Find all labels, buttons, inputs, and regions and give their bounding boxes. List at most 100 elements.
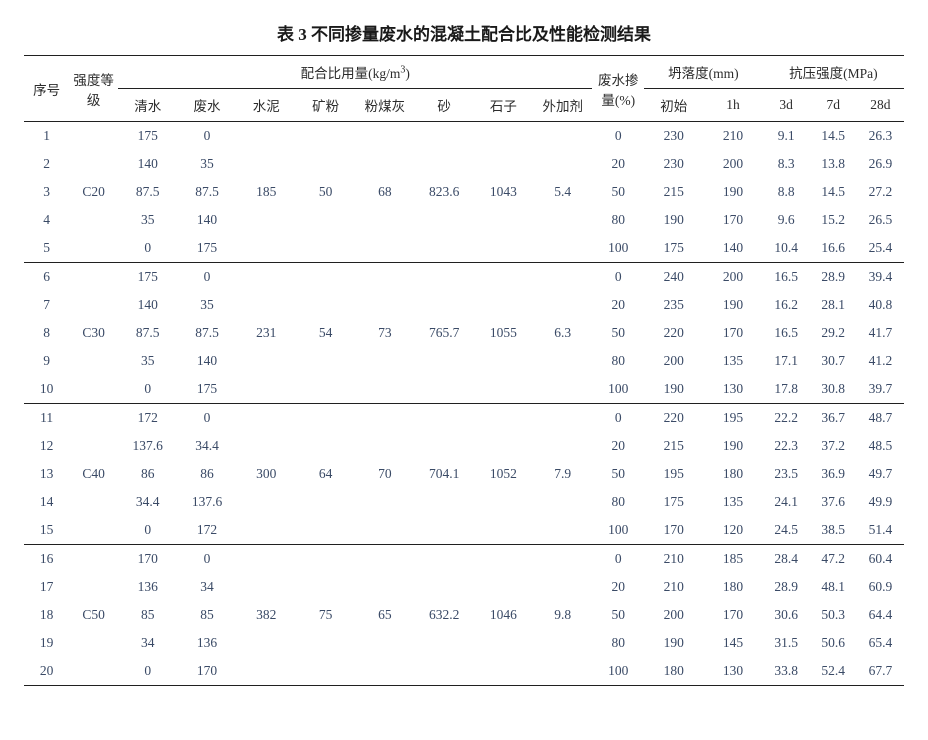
cell-slag xyxy=(296,375,355,404)
cell-admix xyxy=(533,291,592,319)
cell-ww-pct: 100 xyxy=(592,375,644,404)
cell-cleanwater: 86 xyxy=(118,460,177,488)
col-sub: 7d xyxy=(810,89,857,122)
cell-strength-3d: 16.5 xyxy=(763,263,810,292)
cell-wastewater: 87.5 xyxy=(177,319,236,347)
cell-admix xyxy=(533,404,592,433)
cell-strength-7d: 47.2 xyxy=(810,545,857,574)
cell-seq: 16 xyxy=(24,545,69,574)
cell-flyash xyxy=(355,291,414,319)
cell-admix xyxy=(533,122,592,151)
cell-cleanwater: 35 xyxy=(118,206,177,234)
cell-sand xyxy=(415,234,474,263)
cell-strength-28d: 48.7 xyxy=(857,404,904,433)
cell-slag xyxy=(296,234,355,263)
cell-grade xyxy=(69,404,118,433)
cell-strength-3d: 23.5 xyxy=(763,460,810,488)
cell-stone: 1046 xyxy=(474,601,533,629)
cell-strength-3d: 17.1 xyxy=(763,347,810,375)
cell-cement xyxy=(237,206,296,234)
cell-seq: 17 xyxy=(24,573,69,601)
cell-stone xyxy=(474,516,533,545)
col-sub: 石子 xyxy=(474,89,533,122)
cell-stone xyxy=(474,291,533,319)
cell-wastewater: 86 xyxy=(177,460,236,488)
cell-strength-28d: 26.3 xyxy=(857,122,904,151)
cell-cement xyxy=(237,545,296,574)
cell-strength-28d: 65.4 xyxy=(857,629,904,657)
cell-slump-1h: 130 xyxy=(703,375,762,404)
cell-cleanwater: 175 xyxy=(118,263,177,292)
cell-grade xyxy=(69,234,118,263)
cell-slag xyxy=(296,657,355,686)
cell-admix xyxy=(533,573,592,601)
cell-sand xyxy=(415,657,474,686)
cell-slump-1h: 185 xyxy=(703,545,762,574)
cell-strength-28d: 51.4 xyxy=(857,516,904,545)
cell-flyash xyxy=(355,516,414,545)
cell-ww-pct: 0 xyxy=(592,545,644,574)
col-group-mix: 配合比用量(kg/m3) xyxy=(118,56,592,89)
col-sub: 1h xyxy=(703,89,762,122)
cell-stone xyxy=(474,488,533,516)
cell-strength-3d: 17.8 xyxy=(763,375,810,404)
cell-slump-1h: 135 xyxy=(703,347,762,375)
cell-strength-7d: 52.4 xyxy=(810,657,857,686)
cell-cleanwater: 172 xyxy=(118,404,177,433)
cell-slag xyxy=(296,629,355,657)
cell-cement xyxy=(237,573,296,601)
cell-grade: C20 xyxy=(69,178,118,206)
cell-sand xyxy=(415,545,474,574)
cell-cleanwater: 0 xyxy=(118,234,177,263)
cell-slump-initial: 175 xyxy=(644,234,703,263)
cell-strength-7d: 29.2 xyxy=(810,319,857,347)
cell-strength-28d: 26.9 xyxy=(857,150,904,178)
cell-strength-28d: 41.7 xyxy=(857,319,904,347)
cell-strength-7d: 28.9 xyxy=(810,263,857,292)
cell-flyash: 73 xyxy=(355,319,414,347)
cell-cleanwater: 0 xyxy=(118,516,177,545)
cell-sand xyxy=(415,347,474,375)
col-sub: 粉煤灰 xyxy=(355,89,414,122)
cell-sand xyxy=(415,375,474,404)
cell-flyash: 70 xyxy=(355,460,414,488)
data-table: 序号强度等级配合比用量(kg/m3)废水掺量(%)坍落度(mm)抗压强度(MPa… xyxy=(24,55,904,686)
col-sub: 废水 xyxy=(177,89,236,122)
cell-sand xyxy=(415,122,474,151)
cell-ww-pct: 0 xyxy=(592,404,644,433)
cell-strength-7d: 16.6 xyxy=(810,234,857,263)
cell-strength-7d: 48.1 xyxy=(810,573,857,601)
cell-strength-28d: 60.4 xyxy=(857,545,904,574)
cell-slag xyxy=(296,150,355,178)
cell-slump-1h: 190 xyxy=(703,291,762,319)
cell-seq: 14 xyxy=(24,488,69,516)
cell-stone: 1052 xyxy=(474,460,533,488)
cell-cleanwater: 140 xyxy=(118,150,177,178)
cell-slump-initial: 180 xyxy=(644,657,703,686)
cell-seq: 20 xyxy=(24,657,69,686)
cell-strength-7d: 13.8 xyxy=(810,150,857,178)
cell-grade xyxy=(69,573,118,601)
cell-strength-3d: 8.3 xyxy=(763,150,810,178)
cell-strength-3d: 30.6 xyxy=(763,601,810,629)
cell-ww-pct: 50 xyxy=(592,319,644,347)
cell-flyash xyxy=(355,404,414,433)
cell-grade: C30 xyxy=(69,319,118,347)
cell-cleanwater: 85 xyxy=(118,601,177,629)
cell-strength-7d: 36.7 xyxy=(810,404,857,433)
cell-admix: 7.9 xyxy=(533,460,592,488)
cell-ww-pct: 20 xyxy=(592,291,644,319)
cell-grade: C40 xyxy=(69,460,118,488)
cell-wastewater: 0 xyxy=(177,263,236,292)
cell-wastewater: 140 xyxy=(177,206,236,234)
cell-cement: 185 xyxy=(237,178,296,206)
cell-slump-initial: 200 xyxy=(644,347,703,375)
cell-slump-1h: 130 xyxy=(703,657,762,686)
cell-strength-7d: 36.9 xyxy=(810,460,857,488)
cell-slag: 50 xyxy=(296,178,355,206)
cell-wastewater: 175 xyxy=(177,375,236,404)
cell-wastewater: 85 xyxy=(177,601,236,629)
cell-sand xyxy=(415,150,474,178)
cell-strength-28d: 39.4 xyxy=(857,263,904,292)
cell-grade xyxy=(69,206,118,234)
